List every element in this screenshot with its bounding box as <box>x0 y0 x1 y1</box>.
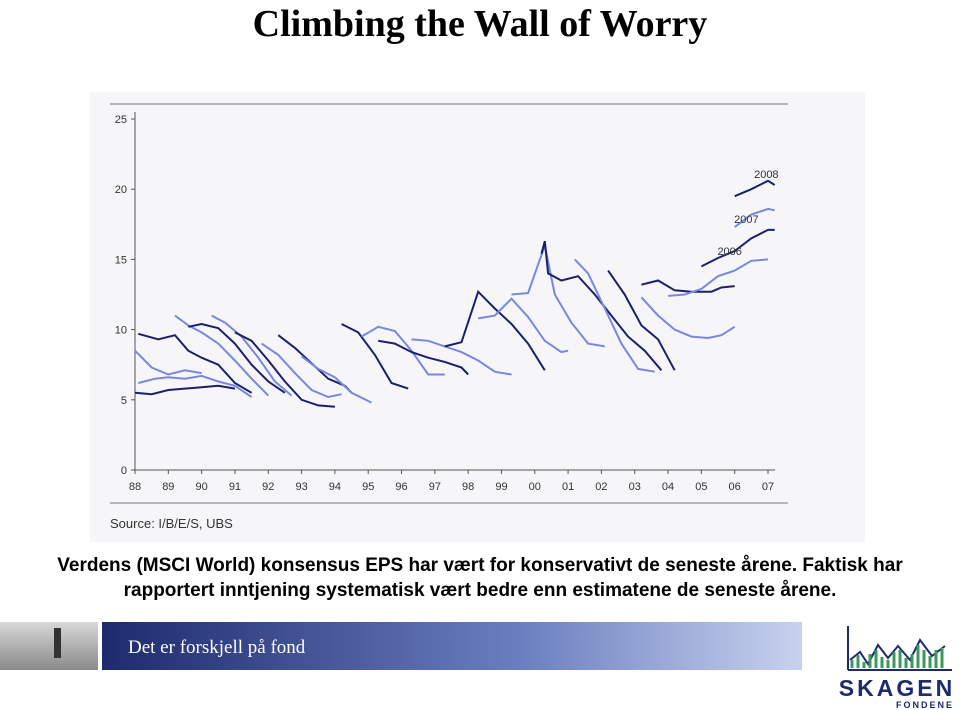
y-tick-label: 5 <box>121 395 127 407</box>
series-line <box>734 179 776 198</box>
lighthouse-image <box>0 622 98 670</box>
series-line <box>411 338 512 376</box>
annotation: 2008 <box>754 169 778 181</box>
x-tick-label: 97 <box>429 481 441 493</box>
x-tick-label: 06 <box>729 481 741 493</box>
x-tick-label: 01 <box>562 481 574 493</box>
x-tick-label: 98 <box>462 481 474 493</box>
series-line <box>261 342 342 399</box>
banner-text: Det er forskjell på fond <box>128 637 306 658</box>
logo-graph <box>847 626 952 671</box>
series-line <box>300 355 372 404</box>
caption-line: rapportert inntjening systematisk vært b… <box>123 580 837 601</box>
x-tick-label: 95 <box>362 481 374 493</box>
x-tick-label: 88 <box>129 481 141 493</box>
annotation: 2006 <box>717 246 741 258</box>
series-line <box>188 322 286 394</box>
series-line <box>511 241 605 348</box>
x-tick-label: 04 <box>662 481 674 493</box>
x-tick-label: 07 <box>762 481 774 493</box>
y-tick-label: 15 <box>115 254 127 266</box>
banner <box>102 622 802 670</box>
series-line <box>174 314 270 397</box>
x-tick-label: 92 <box>262 481 274 493</box>
logo-subtext: FONDENE <box>896 700 954 710</box>
x-tick-label: 05 <box>695 481 707 493</box>
lighthouse <box>54 628 61 658</box>
x-tick-label: 89 <box>162 481 174 493</box>
series-line <box>607 270 676 371</box>
slide-title: Climbing the Wall of Worry <box>252 3 708 45</box>
series-line <box>138 374 253 398</box>
x-tick-label: 02 <box>595 481 607 493</box>
x-tick-label: 94 <box>329 481 341 493</box>
series-line <box>138 332 253 394</box>
series-line <box>378 339 469 376</box>
series-line <box>540 240 663 371</box>
annotation: 2007 <box>734 214 758 226</box>
series-line <box>478 297 569 354</box>
series-line <box>700 228 775 268</box>
x-tick-label: 93 <box>295 481 307 493</box>
y-tick-label: 25 <box>115 114 127 126</box>
x-tick-label: 99 <box>495 481 507 493</box>
x-tick-label: 96 <box>395 481 407 493</box>
x-tick-label: 00 <box>529 481 541 493</box>
logo-text: SKAGEN <box>839 675 955 701</box>
x-tick-label: 91 <box>229 481 241 493</box>
series-line <box>211 314 293 397</box>
chart-source: Source: I/B/E/S, UBS <box>110 516 233 531</box>
series-line <box>640 296 736 340</box>
caption-line: Verdens (MSCI World) konsensus EPS har v… <box>57 555 903 576</box>
y-tick-label: 20 <box>115 184 127 196</box>
series-line <box>134 384 236 396</box>
y-tick-label: 0 <box>121 465 127 477</box>
series-line <box>341 323 409 390</box>
series-line <box>574 258 655 373</box>
x-tick-label: 03 <box>629 481 641 493</box>
series-line <box>234 331 335 408</box>
series-line <box>360 325 445 376</box>
series-line <box>134 349 202 376</box>
series-line <box>444 289 546 371</box>
series-line <box>668 258 769 297</box>
y-tick-label: 10 <box>115 325 127 337</box>
x-tick-label: 90 <box>196 481 208 493</box>
chart-background <box>90 92 865 542</box>
series-line <box>734 207 775 228</box>
